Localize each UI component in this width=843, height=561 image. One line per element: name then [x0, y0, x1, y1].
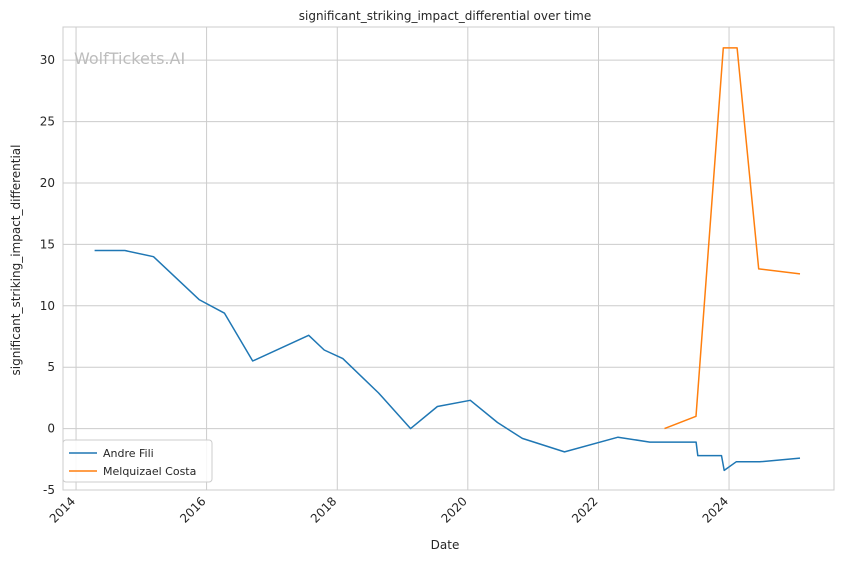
plot-background [63, 27, 834, 490]
plot-frame [62, 26, 835, 491]
x-axis-label: Date [431, 538, 460, 552]
legend-box [62, 439, 213, 483]
y-tick-label: 0 [47, 422, 55, 436]
y-tick-label: 25 [40, 115, 55, 129]
watermark: WolfTickets.AI [74, 49, 185, 68]
y-tick-label: 5 [47, 360, 55, 374]
x-tick-label: 2018 [308, 494, 339, 525]
y-tick-label: 15 [40, 237, 55, 251]
x-tick-label: 2016 [177, 494, 208, 525]
grid [63, 27, 834, 491]
series-layer [94, 47, 801, 472]
x-tick-label: 2014 [47, 494, 78, 525]
y-tick-label: -5 [43, 483, 55, 497]
x-tick-label: 2022 [569, 494, 600, 525]
legend-label-andre-fili: Andre Fili [103, 447, 154, 460]
x-tick-label: 2020 [438, 494, 469, 525]
legend: Andre Fili Melquizael Costa [62, 439, 213, 483]
chart-title: significant_striking_impact_differential… [299, 9, 591, 23]
x-tick-label: 2024 [700, 494, 731, 525]
x-tick-labels: 2014 2016 2018 2020 2022 2024 [47, 494, 731, 525]
y-axis-label: significant_striking_impact_differential [9, 145, 23, 376]
y-tick-label: 30 [40, 53, 55, 67]
series-line-melquizael-costa [664, 47, 801, 430]
y-tick-label: 10 [40, 299, 55, 313]
legend-label-melquizael-costa: Melquizael Costa [103, 465, 196, 478]
series-line-andre-fili [94, 249, 801, 472]
y-tick-labels: -5 0 5 10 15 20 25 30 [40, 53, 55, 497]
y-tick-label: 20 [40, 176, 55, 190]
